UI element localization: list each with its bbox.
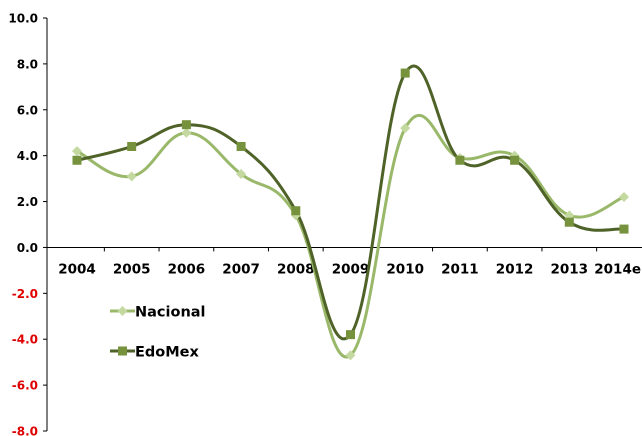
edomex-data-point: [346, 330, 355, 340]
x-tick-label: 2012: [496, 261, 534, 277]
edomex-data-point: [564, 217, 574, 227]
y-tick-label: 8.0: [17, 57, 38, 71]
legend-label-edomex: EdoMex: [135, 345, 200, 361]
y-tick-label: 0.0: [17, 241, 38, 255]
y-tick-label: 10.0: [8, 12, 38, 26]
legend: Nacional EdoMex: [110, 305, 206, 361]
nacional-data-point: [400, 123, 411, 134]
nacional-data-point: [126, 171, 137, 182]
legend-label-nacional: Nacional: [135, 305, 206, 321]
y-tick-label: -8.0: [12, 425, 38, 436]
nacional-data-point: [236, 169, 247, 180]
edomex-data-point: [619, 224, 629, 234]
x-tick-label: 2007: [222, 261, 260, 277]
x-tick-label: 2014e: [594, 261, 641, 277]
y-tick-label: -6.0: [12, 379, 38, 393]
nacional-data-point: [181, 127, 192, 138]
edomex-data-point: [181, 120, 191, 130]
nacional-data-point: [345, 350, 356, 361]
y-tick-label: 4.0: [17, 149, 38, 163]
edomex-data-point: [127, 141, 137, 151]
y-tick-labels: 10.0 8.0 6.0 4.0 2.0 0.0 -2.0 -4.0 -6.0 -8.0: [8, 12, 38, 436]
x-tick-label: 2004: [58, 261, 96, 277]
y-tick-label: -4.0: [12, 333, 38, 347]
nacional-data-point: [72, 146, 82, 157]
x-tick-label: 2010: [386, 261, 424, 277]
legend-marker-nacional: [117, 306, 128, 316]
edomex-data-point: [291, 206, 301, 216]
y-tick-label: 2.0: [17, 195, 38, 209]
axes: [43, 17, 642, 432]
edomex-data-point: [236, 141, 246, 151]
legend-marker-edomex: [118, 346, 127, 356]
x-tick-label: 2006: [168, 261, 206, 277]
x-tick-label: 2008: [277, 261, 315, 277]
legend-item-nacional: Nacional: [110, 305, 206, 321]
y-tick-label: -2.0: [12, 287, 38, 301]
series-line-nacional: [76, 113, 625, 359]
series-markers: [72, 68, 629, 361]
edomex-data-point: [400, 68, 410, 78]
y-tick-label: 6.0: [17, 103, 38, 117]
nacional-data-point: [619, 191, 629, 202]
x-tick-label: 2005: [113, 261, 151, 277]
x-tick-labels: 2004 2005 2006 2007 2008 2009 2010 2011 2012 2013…: [58, 261, 641, 277]
legend-item-edomex: EdoMex: [110, 345, 200, 361]
edomex-data-point: [72, 155, 82, 165]
x-tick-label: 2009: [332, 261, 370, 277]
x-tick-label: 2013: [551, 261, 589, 277]
x-tick-label: 2011: [441, 261, 479, 277]
edomex-data-point: [455, 155, 465, 165]
series-line-edomex: [76, 64, 625, 340]
edomex-data-point: [510, 155, 520, 165]
